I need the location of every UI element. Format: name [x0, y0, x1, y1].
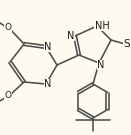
Text: N: N	[44, 79, 52, 89]
Text: O: O	[4, 92, 12, 100]
Text: N: N	[97, 60, 105, 70]
Text: O: O	[4, 23, 12, 33]
Text: N: N	[67, 31, 75, 41]
Text: NH: NH	[95, 21, 109, 31]
Text: S: S	[124, 39, 130, 49]
Text: N: N	[44, 42, 52, 52]
